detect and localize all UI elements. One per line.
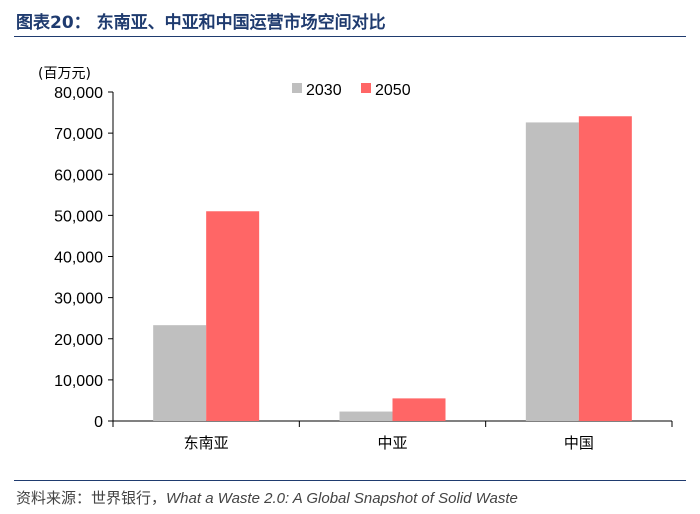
- source-prefix: 资料来源：世界银行，: [16, 489, 167, 507]
- x-category-label: 东南亚: [184, 434, 229, 452]
- legend-swatch-2050: [361, 83, 371, 93]
- legend-swatch-2030: [292, 83, 302, 93]
- title-divider: [14, 36, 686, 37]
- x-category-label: 中亚: [377, 434, 407, 452]
- bar-2050-1: [392, 398, 446, 421]
- chart-title: 图表20： 东南亚、中亚和中国运营市场空间对比: [16, 13, 386, 33]
- y-tick-label: 50,000: [54, 208, 103, 225]
- chart-axes: 0 10,000 20,000 30,000 40,000 50,000 60,000 70,…: [54, 85, 673, 452]
- chart-bars: [153, 116, 632, 422]
- x-category-label: 中国: [564, 434, 594, 452]
- y-tick-label: 20,000: [54, 332, 103, 349]
- y-tick-label: 70,000: [54, 126, 103, 143]
- y-tick-label: 10,000: [54, 373, 103, 390]
- bar-2030-1: [339, 411, 393, 421]
- bar-2050-0: [206, 211, 260, 421]
- bar-2030-0: [153, 325, 207, 421]
- y-tick-label: 40,000: [54, 250, 103, 267]
- source-title: What a Waste 2.0: A Global Snapshot of S…: [166, 490, 518, 507]
- bar-2030-2: [525, 122, 579, 422]
- legend-label-2030: 2030: [306, 82, 342, 99]
- y-tick-label: 60,000: [54, 167, 103, 184]
- source-note: 资料来源：世界银行，What a Waste 2.0: A Global Sna…: [16, 487, 518, 508]
- y-axis-unit-label: (百万元): [38, 66, 91, 82]
- footer-divider: [14, 480, 686, 481]
- bar-2050-2: [578, 116, 632, 422]
- y-tick-label: 30,000: [54, 291, 103, 308]
- y-tick-label: 80,000: [54, 85, 103, 102]
- y-tick-label: 0: [94, 414, 103, 431]
- legend-label-2050: 2050: [375, 82, 411, 99]
- chart-legend: 2030 2050: [292, 82, 411, 99]
